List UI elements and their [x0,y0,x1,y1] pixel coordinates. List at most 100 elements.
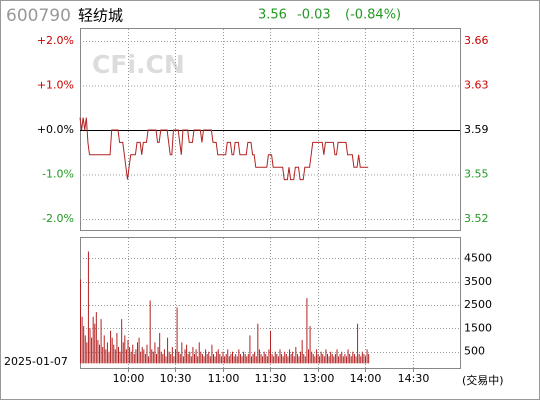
volume-bar [330,351,332,364]
volume-bar [176,307,178,364]
volume-bar [309,326,311,364]
volume-bar [167,337,169,364]
volume-bar [322,354,324,364]
stock-code: 600790 [6,6,71,26]
x-tick-label: 11:00 [208,372,240,385]
volume-bar [331,354,333,364]
volume-bar [350,356,352,364]
volume-bar [151,349,153,364]
volume-bar [118,347,119,364]
volume-bar [97,340,99,364]
volume-bar [178,351,180,364]
volume-bar [206,354,208,364]
volume-bar [156,354,157,364]
volume-bar [238,349,240,364]
volume-bar [357,323,359,364]
volume-bar [80,279,81,364]
volume-bar [154,342,156,364]
volume-bar [260,354,262,364]
volume-bar [200,351,202,364]
volume-bar [91,337,93,364]
volume-bar [216,351,218,364]
volume-bar [358,354,360,364]
volume-bar [105,349,107,364]
watermark: CFi.CN [92,50,185,79]
volume-bar [203,356,205,364]
volume-bar [303,354,305,364]
x-tick-label: 10:00 [113,372,145,385]
y-tick-label: +1.0% [37,79,74,92]
y-tick-label: 500 [464,345,485,358]
volume-bar [205,349,207,364]
volume-bar [113,344,115,364]
volume-bar [141,347,143,364]
volume-bar [197,356,199,364]
volume-bar [171,347,173,364]
volume-bar [137,342,138,364]
volume-bar [186,344,188,364]
volume-bar [127,340,129,364]
y2-tick-label: 3.63 [464,79,489,92]
volume-bar [211,344,213,364]
volume-bar [344,354,346,364]
stock-name: 轻纺城 [78,7,123,25]
volume-bar [336,349,338,364]
volume-bar [138,337,140,364]
volume-bar [232,351,233,364]
volume-bar [124,335,126,364]
volume-bar [92,316,94,364]
volume-bar [159,333,161,364]
y-tick-label: +2.0% [37,34,74,47]
volume-bar [208,351,210,364]
volume-bar [339,354,341,364]
volume-bar [298,356,300,364]
volume-bar [347,349,349,364]
volume-bar [319,356,321,364]
volume-bar [187,354,189,364]
volume-bar [281,354,283,364]
change: -0.03 [297,8,331,23]
volume-bar [121,319,123,364]
volume-bar [366,349,368,364]
volume-bar [83,326,85,364]
volume-bar [247,354,249,364]
x-tick-label: 14:30 [398,372,430,385]
volume-bar [268,349,270,364]
y-tick-label: -1.0% [42,168,74,181]
volume-bar [287,356,289,364]
y-tick-label: 1500 [464,321,492,334]
volume-bar [84,335,86,364]
volume-bar [328,356,330,364]
volume-bar [320,351,322,364]
volume-bar [277,356,279,364]
volume-bar [266,356,268,364]
volume-bar [228,356,230,364]
volume-bar [284,351,286,364]
volume-bar [304,356,306,364]
volume-bar [292,351,294,364]
volume-bar [282,356,284,364]
volume-bar [333,356,335,364]
volume-bar [198,342,200,364]
volume-bar [144,354,146,364]
volume-bar [111,337,113,364]
volume-bar [301,340,303,364]
volume-bar [194,354,195,364]
volume-bar [162,354,164,364]
volume-bar [201,354,203,364]
volume-bar [257,323,259,364]
volume-bar [89,328,91,364]
volume-bar [314,356,316,364]
volume-bar [227,349,229,364]
y-tick-label: 2500 [464,298,492,311]
price-line [79,117,369,181]
x-tick-label: 14:00 [350,372,382,385]
volume-bar [220,356,222,364]
volume-bar [100,319,102,364]
volume-bar [132,344,134,364]
volume-bar [262,356,264,364]
volume-bar [157,347,159,364]
volume-bar [122,342,124,364]
volume-bar [175,349,176,364]
volume-bar [346,356,347,364]
